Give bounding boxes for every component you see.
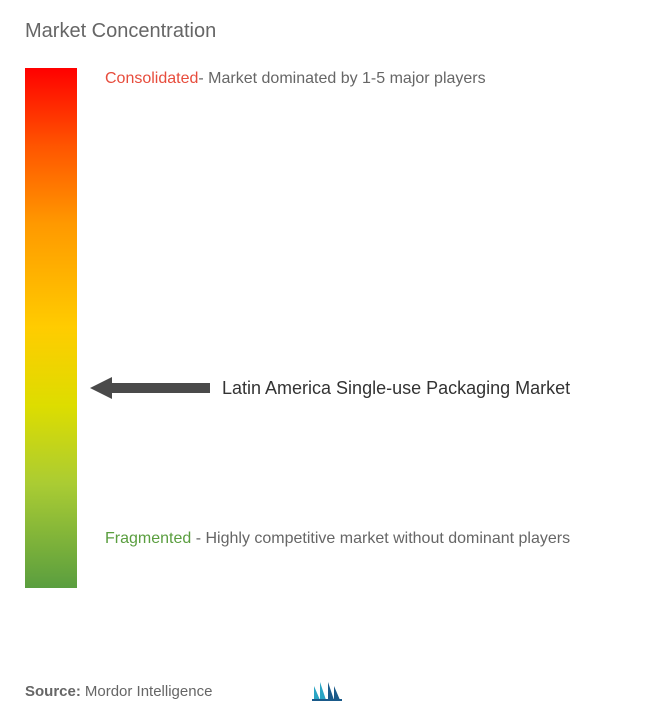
concentration-diagram: Consolidated- Market dominated by 1-5 ma… bbox=[25, 68, 634, 608]
market-position-marker: Latin America Single-use Packaging Marke… bbox=[90, 375, 570, 401]
source-label: Source: bbox=[25, 683, 81, 700]
consolidated-description: - Market dominated by 1-5 major players bbox=[198, 70, 485, 87]
fragmented-description: - Highly competitive market without domi… bbox=[191, 530, 570, 547]
fragmented-term: Fragmented bbox=[105, 530, 191, 547]
arrow-left-icon bbox=[90, 375, 210, 401]
source-value: Mordor Intelligence bbox=[85, 683, 213, 700]
brand-logo-icon bbox=[312, 680, 348, 702]
consolidated-label: Consolidated- Market dominated by 1-5 ma… bbox=[105, 68, 624, 90]
fragmented-label: Fragmented - Highly competitive market w… bbox=[105, 526, 624, 552]
consolidated-term: Consolidated bbox=[105, 70, 198, 87]
market-name-label: Latin America Single-use Packaging Marke… bbox=[222, 378, 570, 399]
gradient-scale-bar bbox=[25, 68, 77, 588]
page-title: Market Concentration bbox=[25, 20, 634, 43]
